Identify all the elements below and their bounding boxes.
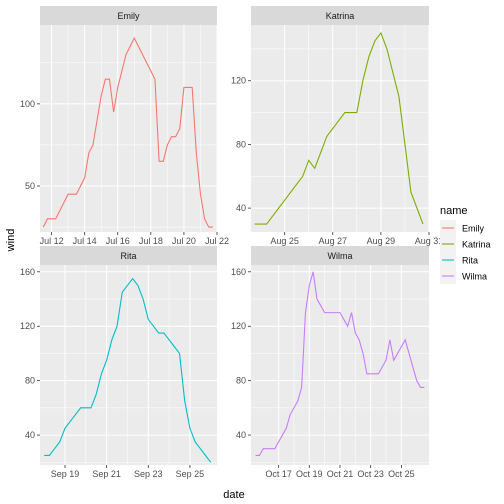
panel-background-katrina bbox=[251, 25, 429, 232]
facet-title-katrina: Katrina bbox=[326, 11, 355, 21]
x-tick-label: Jul 18 bbox=[139, 236, 163, 246]
series-line-katrina bbox=[254, 31, 424, 225]
x-tick-label: Sep 23 bbox=[134, 469, 163, 479]
facet-title-emily: Emily bbox=[118, 11, 140, 21]
series-line-emily bbox=[42, 36, 213, 228]
panel-background-rita bbox=[40, 265, 217, 465]
facet-strip-katrina bbox=[251, 6, 429, 25]
x-tick-label: Aug 31 bbox=[415, 236, 444, 246]
x-axis-title: date bbox=[223, 489, 244, 501]
facet-title-wilma: Wilma bbox=[328, 251, 353, 261]
x-tick-label: Aug 27 bbox=[319, 236, 348, 246]
y-tick-label: 40 bbox=[236, 430, 246, 440]
y-tick-label: 40 bbox=[25, 430, 35, 440]
y-tick-label: 120 bbox=[20, 321, 35, 331]
x-tick-label: Oct 17 bbox=[265, 469, 292, 479]
y-tick-label: 160 bbox=[20, 267, 35, 277]
x-tick-label: Sep 19 bbox=[51, 469, 80, 479]
x-tick-label: Jul 16 bbox=[106, 236, 130, 246]
panel-background-emily bbox=[40, 25, 217, 232]
series-line-wilma bbox=[255, 271, 425, 457]
y-tick-label: 120 bbox=[231, 321, 246, 331]
y-tick-label: 100 bbox=[20, 99, 35, 109]
y-axis-title: wind bbox=[5, 229, 17, 253]
x-tick-label: Aug 29 bbox=[367, 236, 396, 246]
x-tick-label: Jul 14 bbox=[73, 236, 97, 246]
series-line-rita bbox=[44, 277, 212, 463]
x-tick-label: Jul 12 bbox=[40, 236, 64, 246]
x-tick-label: Sep 25 bbox=[176, 469, 205, 479]
y-tick-label: 120 bbox=[231, 76, 246, 86]
x-tick-label: Oct 19 bbox=[296, 469, 323, 479]
y-tick-label: 50 bbox=[25, 181, 35, 191]
x-tick-label: Jul 22 bbox=[205, 236, 229, 246]
y-tick-label: 160 bbox=[231, 267, 246, 277]
x-tick-label: Oct 23 bbox=[357, 469, 384, 479]
x-tick-label: Sep 21 bbox=[92, 469, 121, 479]
facet-strip-rita bbox=[40, 246, 217, 265]
y-tick-label: 80 bbox=[25, 376, 35, 386]
x-tick-label: Oct 21 bbox=[327, 469, 354, 479]
x-tick-label: Jul 20 bbox=[172, 236, 196, 246]
legend-label-rita: Rita bbox=[462, 256, 478, 266]
legend-label-katrina: Katrina bbox=[462, 240, 491, 250]
x-tick-label: Oct 25 bbox=[388, 469, 415, 479]
y-tick-label: 40 bbox=[236, 203, 246, 213]
y-tick-label: 80 bbox=[236, 139, 246, 149]
y-tick-label: 80 bbox=[236, 376, 246, 386]
legend-title: name bbox=[440, 205, 468, 217]
facet-strip-emily bbox=[40, 6, 217, 25]
legend-label-wilma: Wilma bbox=[462, 272, 487, 282]
x-tick-label: Aug 25 bbox=[270, 236, 299, 246]
facet-strip-wilma bbox=[251, 246, 429, 265]
legend-label-emily: Emily bbox=[462, 224, 484, 234]
facet-title-rita: Rita bbox=[120, 251, 136, 261]
